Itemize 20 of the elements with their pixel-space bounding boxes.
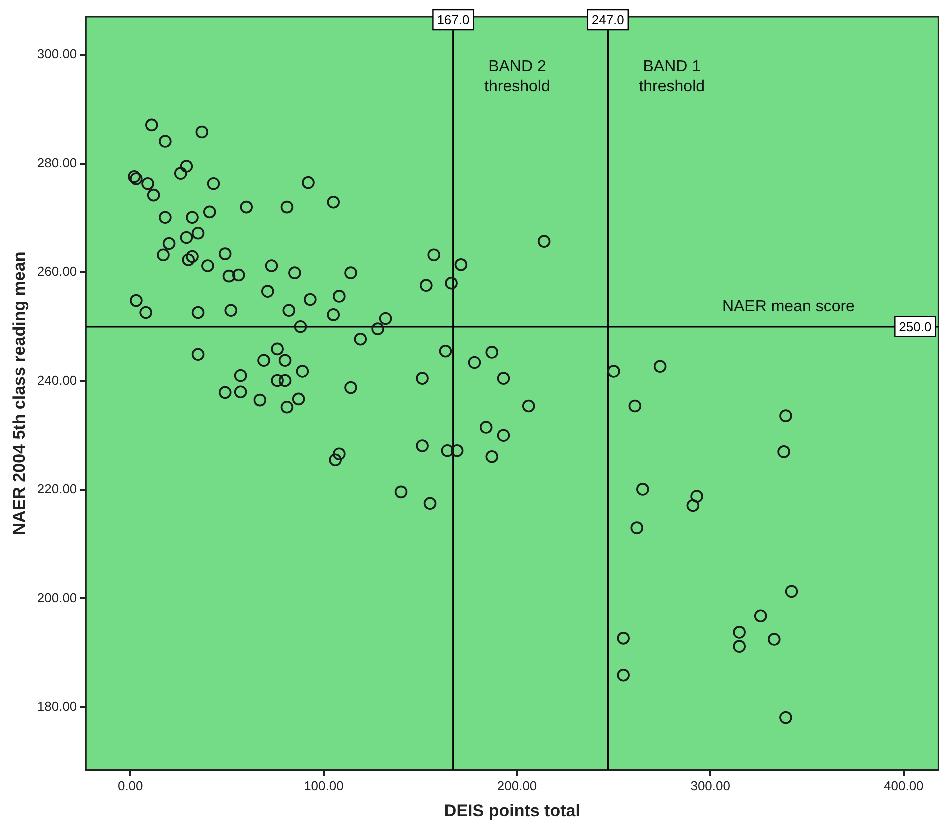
x-tick-label: 400.00 (884, 778, 924, 794)
ref-line-label: 250.0 (899, 319, 932, 334)
y-tick-label: 220.00 (37, 482, 78, 497)
y-tick-label: 200.00 (37, 590, 78, 606)
x-tick-label: 0.00 (118, 778, 144, 794)
y-tick-label: 300.00 (37, 46, 78, 62)
ref-line-label: 167.0 (437, 12, 470, 28)
y-tick-label: 260.00 (37, 264, 78, 280)
annotation: BAND 1 threshold (639, 58, 706, 96)
annotation: NAER mean score (722, 298, 856, 316)
x-tick-label: 200.00 (497, 778, 538, 794)
x-tick-label: 100.00 (304, 778, 344, 794)
x-tick-label: 300.00 (690, 778, 730, 794)
x-axis-title: DEIS points total (444, 801, 580, 820)
y-axis-title: NAER 2004 5th class reading mean (10, 252, 29, 536)
y-tick-label: 240.00 (37, 372, 78, 388)
ref-line-label: 247.0 (592, 12, 624, 28)
annotation: BAND 2 threshold (484, 58, 550, 96)
y-tick-label: 180.00 (37, 699, 78, 714)
y-tick-label: 280.00 (37, 155, 78, 170)
